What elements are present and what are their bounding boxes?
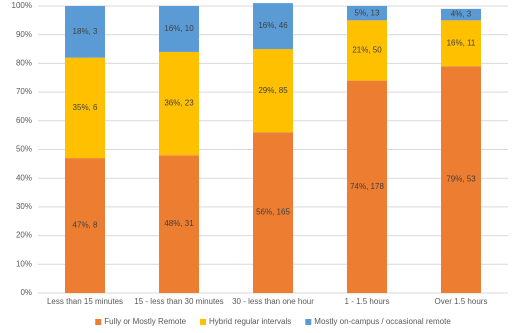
y-tick-label: 100%: [12, 1, 32, 10]
legend-label: Hybrid regular intervals: [209, 317, 291, 326]
bar-segment: [441, 66, 481, 294]
bar-segment: [347, 20, 387, 81]
x-tick-label: 30 - less than one hour: [232, 297, 314, 306]
y-tick-label: 60%: [16, 116, 32, 125]
data-label: 21%, 50: [352, 46, 382, 55]
y-tick-label: 80%: [16, 59, 32, 68]
y-tick-label: 50%: [16, 145, 32, 154]
bar-segment: [253, 3, 293, 50]
bar-segment: [159, 155, 199, 293]
data-label: 74%, 178: [350, 182, 384, 191]
x-tick-label: 15 - less than 30 minutes: [134, 297, 223, 306]
data-label: 56%, 165: [256, 208, 290, 217]
bar-segment: [159, 6, 199, 52]
data-label: 35%, 6: [73, 103, 98, 112]
data-label: 29%, 85: [258, 86, 288, 95]
x-tick-label: Less than 15 minutes: [47, 297, 123, 306]
y-tick-label: 70%: [16, 87, 32, 96]
x-tick-label: 1 - 1.5 hours: [345, 297, 390, 306]
legend-swatch: [95, 319, 102, 325]
legend-label: Mostly on-campus / occasional remote: [314, 317, 451, 326]
data-label: 16%, 46: [258, 21, 288, 30]
y-tick-label: 30%: [16, 202, 32, 211]
data-label: 79%, 53: [446, 175, 476, 184]
y-tick-label: 20%: [16, 231, 32, 240]
y-tick-label: 10%: [16, 259, 32, 268]
data-label: 36%, 23: [164, 99, 194, 108]
bar-segment: [347, 80, 387, 294]
data-label: 18%, 3: [73, 27, 98, 36]
y-tick-label: 90%: [16, 30, 32, 39]
bar-segment: [441, 20, 481, 67]
bar-segment: [159, 51, 199, 156]
data-label: 16%, 10: [164, 24, 194, 33]
y-tick-label: 0%: [20, 288, 32, 297]
data-label: 48%, 31: [164, 219, 194, 228]
bar-segment: [441, 8, 481, 21]
y-tick-label: 40%: [16, 173, 32, 182]
bar-segment: [347, 6, 387, 21]
legend-swatch: [200, 319, 207, 325]
bar-segment: [65, 158, 105, 293]
bar-segment: [65, 6, 105, 58]
bar-segment: [253, 49, 293, 133]
x-tick-label: Over 1.5 hours: [435, 297, 488, 306]
legend-swatch: [305, 319, 312, 325]
data-label: 5%, 13: [355, 8, 380, 17]
bar-segment: [253, 132, 293, 293]
data-label: 47%, 8: [73, 221, 98, 230]
data-label: 16%, 11: [447, 38, 476, 47]
data-label: 4%, 3: [451, 10, 472, 19]
legend-label: Fully or Mostly Remote: [104, 317, 186, 326]
bar-segment: [65, 57, 105, 159]
